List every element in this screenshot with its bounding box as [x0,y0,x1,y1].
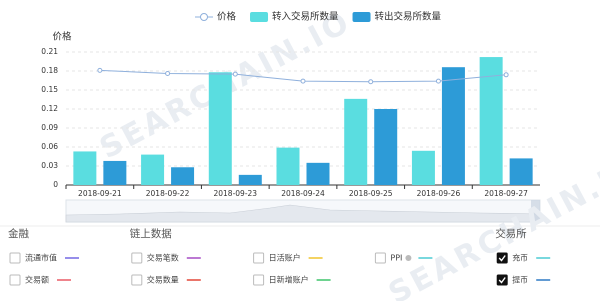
bar[interactable] [208,72,232,185]
price-point[interactable] [165,71,171,77]
x-tick-label: 2018-09-23 [213,189,257,198]
x-tick-label: 2018-09-25 [349,189,393,198]
y-tick-label: 0.15 [41,85,58,94]
checkbox[interactable] [9,252,21,264]
bar[interactable] [411,150,435,185]
checkbox[interactable] [253,274,265,286]
y-tick-label: 0.12 [41,104,58,113]
item-label[interactable]: 流通市值 [25,253,57,263]
legend-swatch [352,12,371,22]
y-axis-label: 价格 [52,31,72,43]
group-title: 金融 [8,227,29,240]
y-tick-label: 0.18 [41,66,58,75]
item-label[interactable]: 交易数量 [147,275,179,285]
legend-label[interactable]: 转入交易所数量 [272,11,339,23]
item-label[interactable]: PPI [390,254,402,263]
checkbox[interactable] [496,274,508,286]
bar[interactable] [73,151,97,185]
bar[interactable] [509,158,533,185]
x-tick-label: 2018-09-27 [484,189,528,198]
x-tick-label: 2018-09-26 [417,189,461,198]
checkbox[interactable] [9,274,21,286]
y-tick-label: 0.21 [41,47,58,56]
price-point[interactable] [368,79,374,85]
checkmark [498,277,506,284]
price-point[interactable] [503,72,509,78]
bar[interactable] [306,162,330,185]
bar[interactable] [344,98,368,185]
checkbox[interactable] [374,252,386,264]
checkmark [498,255,506,262]
bar[interactable] [276,147,300,185]
y-tick-label: 0 [53,180,58,189]
bar[interactable] [238,174,262,185]
legend-swatch [250,12,269,22]
bar[interactable] [141,154,165,185]
checkbox[interactable] [131,274,143,286]
bar[interactable] [171,167,195,185]
item-label[interactable]: 日活账户 [269,253,301,263]
price-point[interactable] [232,71,238,77]
price-point[interactable] [435,78,441,84]
item-label[interactable]: 充币 [512,253,528,263]
item-label[interactable]: 提币 [512,275,528,285]
group-title: 链上数据 [130,227,172,240]
y-tick-label: 0.06 [41,142,58,151]
group-title: 交易所 [495,227,527,240]
x-tick-label: 2018-09-21 [78,189,122,198]
item-label[interactable]: 交易笔数 [147,253,179,263]
x-tick-label: 2018-09-24 [281,189,325,198]
price-point[interactable] [97,67,103,73]
checkbox[interactable] [131,252,143,264]
x-tick-label: 2018-09-22 [146,189,190,198]
bar[interactable] [374,109,398,185]
info-icon[interactable] [405,255,412,261]
y-tick-label: 0.03 [41,161,58,170]
price-point[interactable] [300,78,306,84]
bar[interactable] [103,160,127,185]
checkbox[interactable] [253,252,265,264]
item-label[interactable]: 日新增账户 [269,275,309,285]
item-label[interactable]: 交易额 [25,275,49,285]
legend-label[interactable]: 转出交易所数量 [375,11,442,23]
legend-label[interactable]: 价格 [217,11,237,23]
y-tick-label: 0.09 [41,123,58,132]
bar[interactable] [441,67,465,185]
checkbox[interactable] [496,252,508,264]
zoom-handle[interactable] [531,200,540,222]
bar[interactable] [479,57,503,185]
legend-swatch [200,13,208,21]
